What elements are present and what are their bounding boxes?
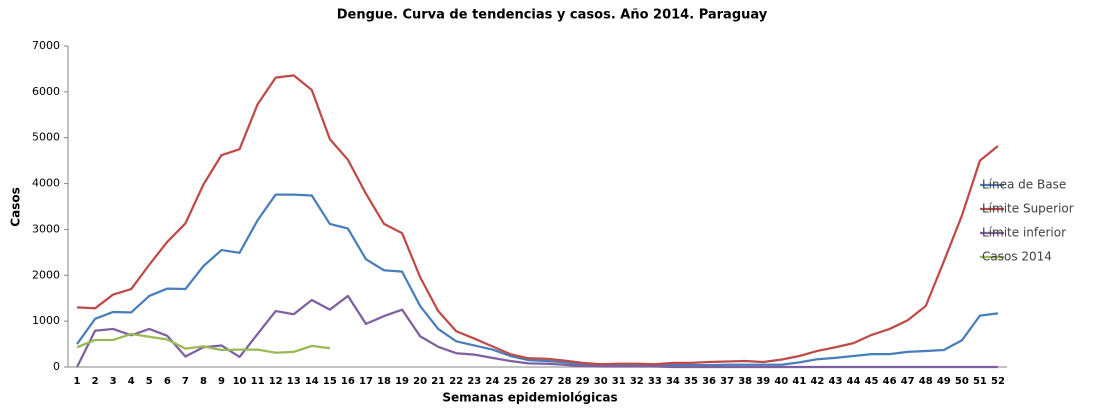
chart-title: Dengue. Curva de tendencias y casos. Año… — [337, 8, 768, 23]
x-tick-label: 10 — [233, 376, 247, 387]
x-tick-label: 16 — [341, 376, 355, 387]
x-tick-label: 20 — [413, 376, 427, 387]
series-line — [76, 332, 330, 354]
x-tick-label: 34 — [666, 376, 680, 387]
x-tick-label: 11 — [251, 376, 265, 387]
x-tick-label: 7 — [182, 376, 189, 387]
x-tick-label: 24 — [485, 376, 499, 387]
x-tick-label: 46 — [883, 376, 897, 387]
series-line — [76, 193, 999, 367]
y-axis-title: Casos — [9, 187, 23, 226]
series-line — [76, 74, 999, 366]
y-tick-label: 3000 — [32, 222, 60, 235]
x-tick-label: 37 — [720, 376, 734, 387]
x-tick-label: 15 — [323, 376, 337, 387]
y-tick-label: 6000 — [32, 85, 60, 98]
x-tick-label: 43 — [828, 376, 842, 387]
x-tick-label: 39 — [756, 376, 770, 387]
x-tick-label: 47 — [901, 376, 915, 387]
x-tick-label: 12 — [269, 376, 283, 387]
x-tick-label: 22 — [449, 376, 463, 387]
x-tick-label: 49 — [937, 376, 951, 387]
x-tick-label: 29 — [576, 376, 590, 387]
x-tick-label: 50 — [955, 376, 969, 387]
x-tick-label: 14 — [305, 376, 319, 387]
x-tick-label: 6 — [164, 376, 171, 387]
x-tick-label: 25 — [503, 376, 517, 387]
x-tick-label: 41 — [792, 376, 806, 387]
x-tick-label: 36 — [702, 376, 716, 387]
x-tick-label: 2 — [92, 376, 99, 387]
x-tick-label: 33 — [648, 376, 662, 387]
legend-label: Línea de Base — [982, 178, 1066, 192]
x-tick-label: 48 — [919, 376, 933, 387]
y-tick-label: 7000 — [32, 39, 60, 52]
x-tick-label: 23 — [467, 376, 481, 387]
x-tick-label: 35 — [684, 376, 698, 387]
legend-label: Límite Superior — [982, 202, 1074, 216]
x-tick-label: 1 — [74, 376, 81, 387]
y-tick-label: 2000 — [32, 268, 60, 281]
x-tick-label: 17 — [359, 376, 373, 387]
x-tick-label: 44 — [847, 376, 861, 387]
legend-label: Límite inferior — [982, 226, 1066, 240]
x-axis-title: Semanas epidemiológicas — [442, 391, 617, 405]
x-tick-label: 45 — [865, 376, 879, 387]
x-tick-label: 13 — [287, 376, 301, 387]
x-tick-label: 42 — [810, 376, 824, 387]
x-tick-label: 5 — [146, 376, 153, 387]
x-tick-label: 19 — [395, 376, 409, 387]
x-tick-label: 32 — [630, 376, 644, 387]
x-tick-label: 18 — [377, 376, 391, 387]
y-tick-label: 1000 — [32, 314, 60, 327]
x-tick-label: 8 — [200, 376, 207, 387]
x-tick-label: 3 — [110, 376, 117, 387]
x-tick-label: 28 — [558, 376, 572, 387]
x-tick-label: 30 — [594, 376, 608, 387]
x-tick-label: 21 — [431, 376, 445, 387]
legend-label: Casos 2014 — [982, 250, 1052, 264]
series-line — [76, 294, 998, 369]
x-tick-label: 26 — [522, 376, 536, 387]
x-tick-label: 38 — [738, 376, 752, 387]
x-tick-label: 27 — [540, 376, 554, 387]
x-tick-label: 52 — [991, 376, 1005, 387]
x-tick-label: 40 — [774, 376, 788, 387]
y-tick-label: 4000 — [32, 177, 60, 190]
x-tick-label: 31 — [612, 376, 626, 387]
x-tick-label: 9 — [218, 376, 225, 387]
y-tick-label: 0 — [53, 360, 60, 373]
x-tick-label: 4 — [128, 376, 135, 387]
y-tick-label: 5000 — [32, 131, 60, 144]
x-tick-label: 51 — [973, 376, 987, 387]
